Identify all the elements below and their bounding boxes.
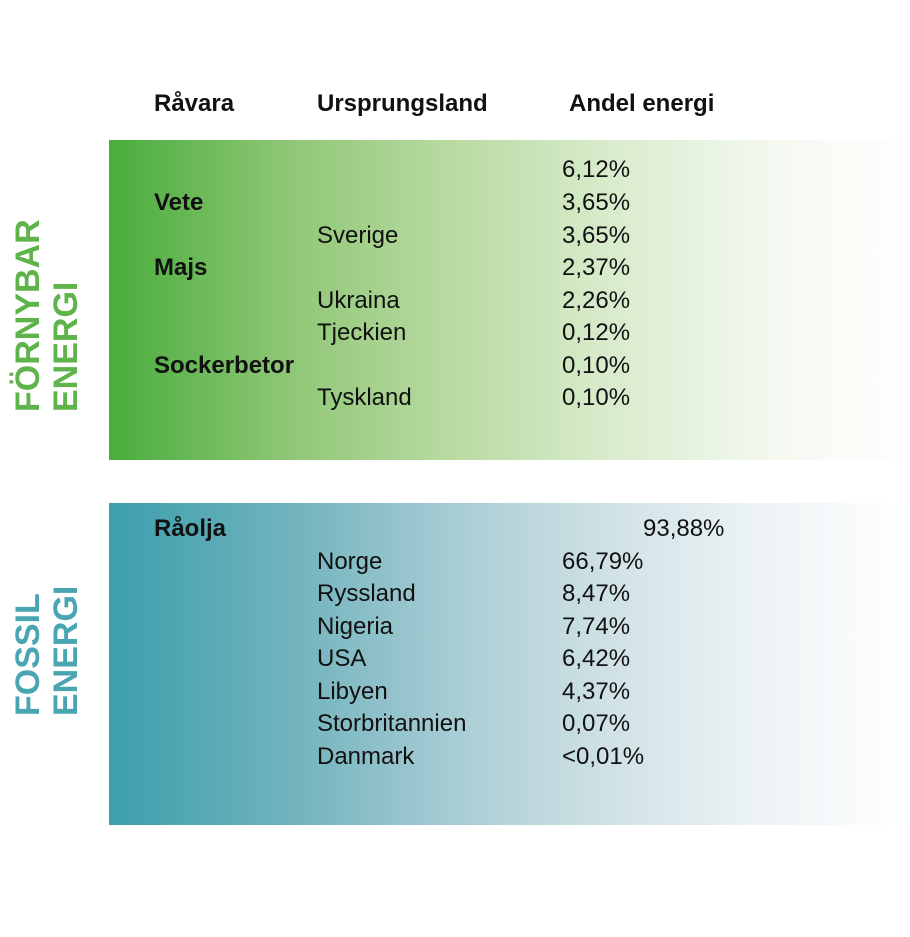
header-raw-material: Råvara [154,90,235,117]
fossil-energy-label: FOSSIL ENERGI [9,546,89,716]
fossil-energy-section: Råolja 93,88% Norge 66,79% Ryssland 8,47… [109,503,910,825]
table-row-share: 4,37% [562,678,631,705]
table-row-share: <0,01% [562,743,645,770]
table-row-share: 66,79% [562,548,644,575]
table-row-country: Sverige [317,222,399,249]
fossil-label-line2: ENERGI [47,585,85,716]
table-row-country: Norge [317,548,383,575]
table-row-country: Ryssland [317,580,416,607]
table-row-share: 0,12% [562,319,631,346]
renewable-label-line1: FÖRNYBAR [9,219,47,412]
fossil-label-line1: FOSSIL [9,593,47,716]
renewable-energy-label: FÖRNYBAR ENERGI [9,182,89,412]
table-row-share: 3,65% [562,189,631,216]
table-row-share: 6,42% [562,645,631,672]
header-origin-country: Ursprungsland [317,90,488,117]
renewable-label-line2: ENERGI [47,281,85,412]
table-row-country: USA [317,645,367,672]
table-row-country: Libyen [317,678,388,705]
table-row-country: Ukraina [317,287,400,314]
table-row-share: 0,10% [562,384,631,411]
table-row-share: 0,07% [562,710,631,737]
table-row-category: Vete [154,189,204,216]
table-row-share: 3,65% [562,222,631,249]
table-row-category: Råolja [154,515,227,542]
table-row-category: Sockerbetor [154,352,295,379]
renewable-total-share: 6,12% [562,156,631,183]
table-row-share: 0,10% [562,352,631,379]
table-row-country: Danmark [317,743,415,770]
fossil-total-share: 93,88% [643,515,725,542]
table-row-country: Nigeria [317,613,394,640]
table-row-share: 8,47% [562,580,631,607]
table-row-share: 2,26% [562,287,631,314]
table-row-country: Tyskland [317,384,412,411]
table-row-category: Majs [154,254,208,281]
table-row-country: Tjeckien [317,319,407,346]
header-energy-share: Andel energi [569,90,715,117]
table-row-country: Storbritannien [317,710,467,737]
table-row-share: 2,37% [562,254,631,281]
table-row-share: 7,74% [562,613,631,640]
renewable-energy-section: 6,12% Vete 3,65% Sverige 3,65% Majs 2,37… [109,140,910,460]
